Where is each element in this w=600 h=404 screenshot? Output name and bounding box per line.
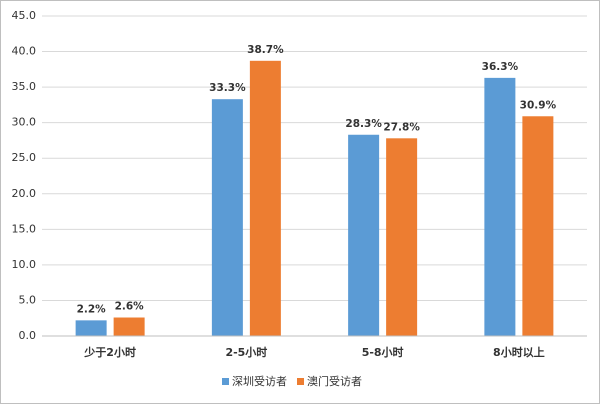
x-tick-label: 5-8小时	[362, 345, 404, 359]
legend-label: 深圳受访者	[232, 375, 287, 388]
bar	[211, 99, 243, 336]
value-label: 33.3%	[209, 82, 246, 94]
value-label: 2.2%	[77, 303, 107, 315]
y-tick-label: 0.0	[19, 329, 37, 342]
y-tick-label: 10.0	[12, 258, 37, 271]
bar	[522, 116, 554, 337]
bar	[348, 134, 380, 336]
value-label: 27.8%	[383, 121, 420, 133]
legend-swatch	[222, 378, 229, 385]
value-label: 36.3%	[482, 61, 519, 73]
x-tick-label: 2-5小时	[225, 345, 267, 359]
bar	[75, 320, 107, 336]
bar	[113, 317, 145, 336]
legend-label: 澳门受访者	[307, 374, 362, 388]
y-tick-label: 35.0	[12, 80, 37, 93]
bar	[249, 60, 281, 337]
x-tick-label: 8小时以上	[493, 345, 545, 359]
value-label: 2.6%	[115, 301, 145, 313]
y-tick-label: 20.0	[12, 187, 37, 200]
bar	[386, 138, 418, 336]
y-tick-label: 25.0	[12, 151, 37, 164]
y-tick-label: 15.0	[12, 222, 37, 235]
bar	[484, 77, 516, 336]
value-label: 28.3%	[345, 118, 382, 130]
value-label: 38.7%	[247, 44, 284, 56]
value-label: 30.9%	[520, 99, 557, 111]
y-tick-label: 30.0	[12, 116, 37, 129]
legend-swatch	[297, 378, 304, 385]
y-tick-label: 5.0	[19, 293, 37, 306]
y-tick-label: 45.0	[12, 9, 37, 22]
y-tick-label: 40.0	[12, 45, 37, 58]
x-tick-label: 少于2小时	[83, 345, 136, 359]
